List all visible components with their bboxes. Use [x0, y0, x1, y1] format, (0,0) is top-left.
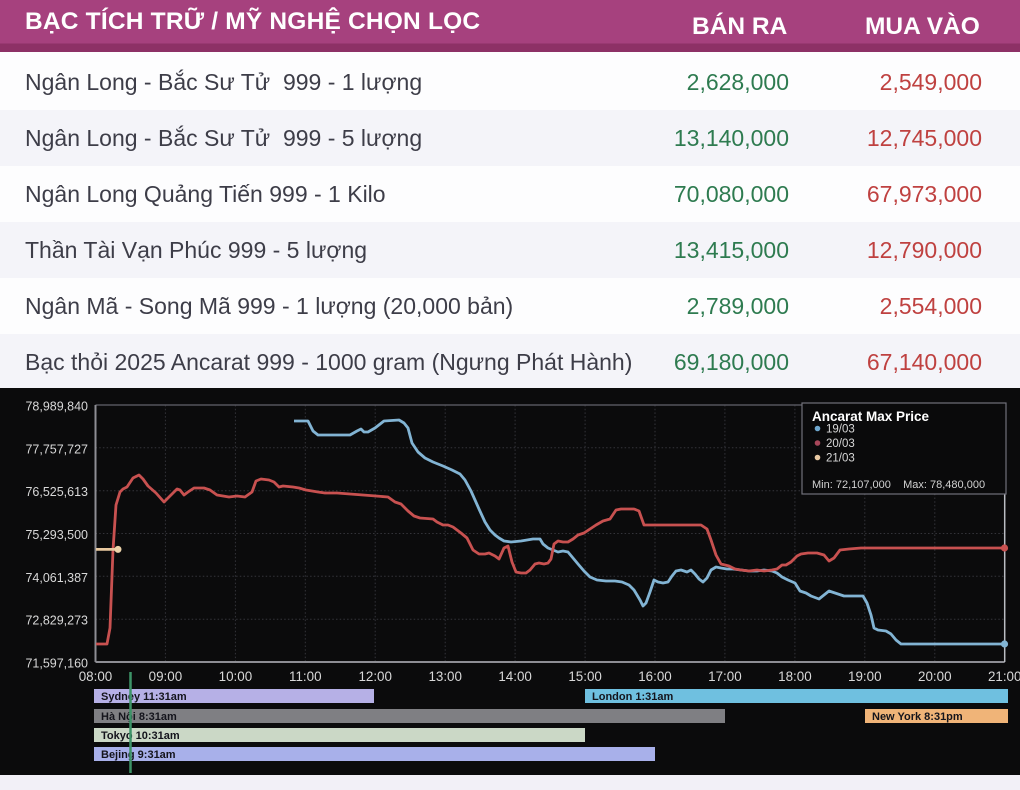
svg-text:09:00: 09:00 — [149, 669, 183, 684]
svg-text:14:00: 14:00 — [498, 669, 532, 684]
svg-text:17:00: 17:00 — [708, 669, 742, 684]
svg-text:74,061,387: 74,061,387 — [25, 571, 88, 585]
svg-text:18:00: 18:00 — [778, 669, 812, 684]
svg-text:16:00: 16:00 — [638, 669, 672, 684]
svg-text:Bejing 9:31am: Bejing 9:31am — [101, 749, 176, 761]
svg-text:75,293,500: 75,293,500 — [25, 528, 88, 542]
svg-text:77,757,727: 77,757,727 — [25, 442, 88, 456]
svg-text:11:00: 11:00 — [289, 669, 322, 684]
svg-text:21:00: 21:00 — [988, 669, 1020, 684]
svg-text:20:00: 20:00 — [918, 669, 952, 684]
svg-text:20/03: 20/03 — [826, 438, 855, 450]
svg-text:10:00: 10:00 — [219, 669, 253, 684]
svg-text:London 1:31am: London 1:31am — [592, 691, 674, 703]
svg-text:19/03: 19/03 — [826, 424, 855, 436]
svg-text:Min: 72,107,000 Max: 78,480: Min: 72,107,000 Max: 78,480,000 — [812, 479, 985, 491]
svg-text:New York 8:31pm: New York 8:31pm — [872, 711, 963, 723]
svg-text:15:00: 15:00 — [568, 669, 602, 684]
svg-text:13:00: 13:00 — [428, 669, 462, 684]
svg-text:72,829,273: 72,829,273 — [25, 614, 88, 628]
svg-text:12:00: 12:00 — [358, 669, 392, 684]
svg-text:71,597,160: 71,597,160 — [25, 657, 88, 671]
svg-text:Tokyo 10:31am: Tokyo 10:31am — [101, 730, 180, 742]
svg-text:19:00: 19:00 — [848, 669, 882, 684]
svg-text:Ancarat Max Price: Ancarat Max Price — [812, 409, 930, 424]
svg-text:Hà Nội 8:31am: Hà Nội 8:31am — [101, 711, 177, 723]
svg-text:21/03: 21/03 — [826, 453, 855, 465]
svg-text:78,989,840: 78,989,840 — [25, 400, 88, 414]
svg-text:76,525,613: 76,525,613 — [25, 485, 88, 499]
svg-text:08:00: 08:00 — [79, 669, 113, 684]
svg-text:Sydney 11:31am: Sydney 11:31am — [101, 691, 187, 703]
